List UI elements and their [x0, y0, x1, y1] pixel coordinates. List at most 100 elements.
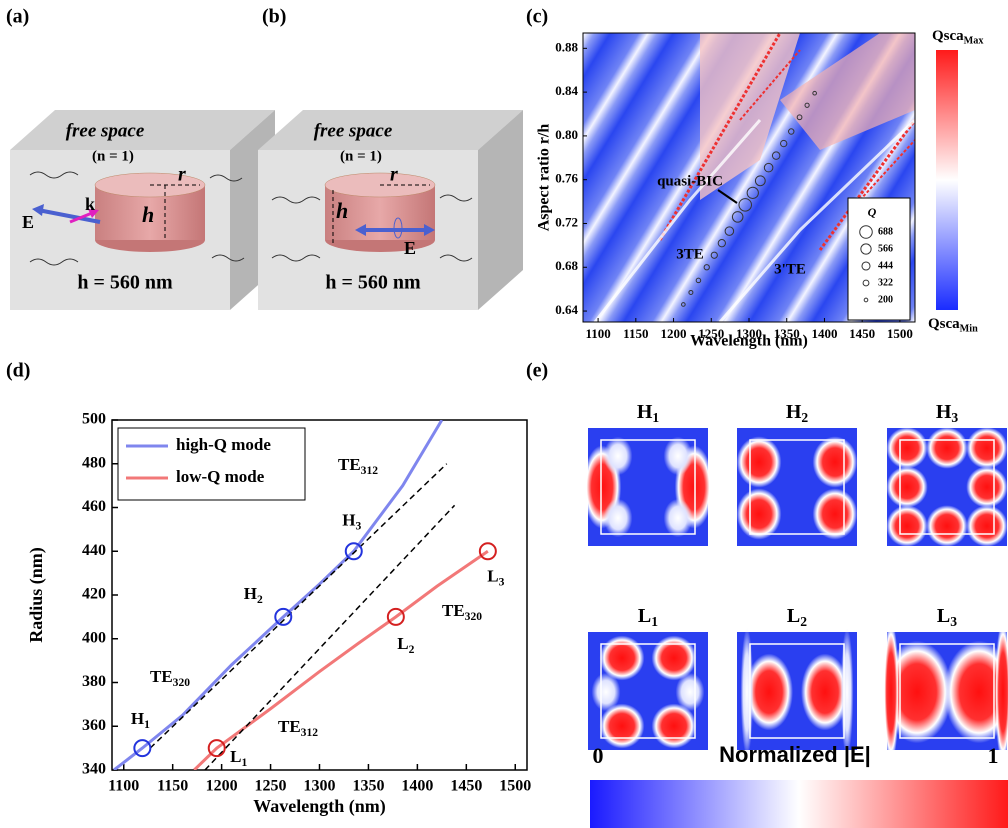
- map-label-sub: 3: [951, 410, 958, 425]
- annotation: quasi-BIC: [657, 173, 723, 189]
- x-tick-label: 1300: [304, 778, 336, 795]
- mode-annotation-base: TE: [338, 455, 361, 474]
- x-axis-label: Wavelength (nm): [690, 333, 808, 350]
- h-label: h: [142, 202, 154, 227]
- colorbar-min: QscaMin: [928, 316, 978, 334]
- y-tick-label: 0.88: [555, 39, 578, 54]
- panel-label: (c): [526, 6, 548, 28]
- map-label-base: H: [936, 401, 952, 423]
- x-tick-label: 1500: [887, 326, 913, 341]
- mode-label-base: H: [131, 709, 144, 728]
- mode-label: H3: [342, 510, 361, 532]
- mode-annotation: TE320: [442, 601, 482, 623]
- mode-annotation: TE312: [278, 717, 318, 739]
- x-tick-label: 1450: [849, 326, 875, 341]
- y-tick-label: 380: [82, 673, 106, 690]
- map-label: L1: [638, 605, 658, 630]
- colorbar: [590, 780, 1008, 828]
- medium-label: free space: [314, 120, 393, 141]
- field-lobe: [883, 620, 899, 764]
- field-lobe: [926, 427, 968, 469]
- map-label-base: L: [937, 605, 950, 627]
- field-lobe: [886, 466, 928, 508]
- y-tick-label: 480: [82, 454, 106, 471]
- y-axis-label: Radius (nm): [26, 547, 47, 643]
- y-tick-label: 440: [82, 542, 106, 559]
- field-lobe: [966, 505, 1008, 547]
- colorbar-max: 1: [988, 743, 999, 768]
- field-lobe: [841, 628, 854, 756]
- mode-annotation-sub: 320: [173, 676, 191, 689]
- panel-b: free space (n = 1) r h E h = 560 nm: [258, 110, 523, 310]
- mode-label-sub: 2: [409, 643, 415, 656]
- x-tick-label: 1100: [585, 326, 610, 341]
- field-lobe: [741, 628, 754, 756]
- panel-label: (d): [6, 360, 30, 382]
- field-lobe: [966, 427, 1008, 469]
- map-label-sub: 1: [652, 410, 659, 425]
- field-lobe: [813, 436, 858, 487]
- size-legend-label: 200: [878, 294, 893, 305]
- y-tick-label: 500: [82, 411, 106, 428]
- field-lobe: [664, 437, 693, 475]
- field-lobe: [604, 499, 633, 537]
- x-tick-label: 1200: [206, 778, 238, 795]
- field-lobe: [604, 437, 633, 475]
- x-tick-label: 1250: [255, 778, 287, 795]
- y-tick-label: 460: [82, 498, 106, 515]
- colorbar-min: 0: [593, 743, 604, 768]
- legend-label: low-Q mode: [176, 467, 265, 486]
- mode-label: L2: [397, 634, 414, 656]
- r-label: r: [178, 164, 186, 186]
- field-lobe: [600, 704, 645, 749]
- k-label: k: [85, 194, 95, 214]
- height-text: h = 560 nm: [325, 272, 421, 294]
- size-legend-label: 566: [878, 243, 893, 254]
- x-tick-label: 1400: [811, 326, 837, 341]
- field-map: [886, 427, 1008, 547]
- mode-label-sub: 2: [257, 593, 263, 606]
- y-tick-label: 0.84: [555, 83, 578, 98]
- y-tick-label: 400: [82, 629, 106, 646]
- mode-label-base: L: [397, 634, 408, 653]
- size-legend-label: 444: [878, 260, 893, 271]
- mode-label-sub: 1: [242, 756, 248, 769]
- map-label-base: H: [637, 401, 653, 423]
- h-label: h: [336, 198, 348, 223]
- x-tick-label: 1350: [352, 778, 384, 795]
- panel-a: free space (n = 1) r h k E h = 560 nm: [10, 110, 275, 310]
- index-label: (n = 1): [92, 148, 134, 164]
- field-lobe: [737, 436, 782, 487]
- x-tick-label: 1150: [157, 778, 188, 795]
- panel-label: (b): [262, 6, 286, 28]
- colorbar: [936, 50, 958, 310]
- colorbar-title: Normalized |E|: [719, 742, 871, 767]
- field-map: [583, 428, 713, 546]
- mode-label: H2: [244, 584, 263, 606]
- size-legend-label: 322: [878, 277, 893, 288]
- annotation: 3'TE: [774, 261, 806, 277]
- field-lobe: [813, 488, 858, 539]
- map-label: H2: [786, 401, 809, 426]
- field-map: [737, 628, 857, 756]
- mode-label-sub: 1: [144, 718, 150, 731]
- field-lobe: [737, 488, 782, 539]
- colorbar-min-base: Qsca: [928, 316, 960, 332]
- legend-label: high-Q mode: [176, 435, 271, 454]
- field-lobe: [966, 466, 1008, 508]
- mode-label-sub: 3: [499, 575, 505, 588]
- field-map: [737, 428, 858, 546]
- map-label: L2: [787, 605, 807, 630]
- mode-annotation: TE312: [338, 455, 378, 477]
- e-label: E: [22, 212, 34, 232]
- r-label: r: [390, 164, 398, 186]
- panel-label: (e): [526, 360, 548, 382]
- map-label-sub: 1: [651, 614, 658, 629]
- y-axis-label: Aspect ratio r/h: [536, 124, 553, 232]
- map-label-base: L: [638, 605, 651, 627]
- mode-annotation-sub: 320: [465, 610, 483, 623]
- mode-annotation-sub: 312: [301, 726, 319, 739]
- index-label: (n = 1): [340, 148, 382, 164]
- mode-label: L3: [487, 566, 504, 588]
- mode-label: L1: [230, 747, 247, 769]
